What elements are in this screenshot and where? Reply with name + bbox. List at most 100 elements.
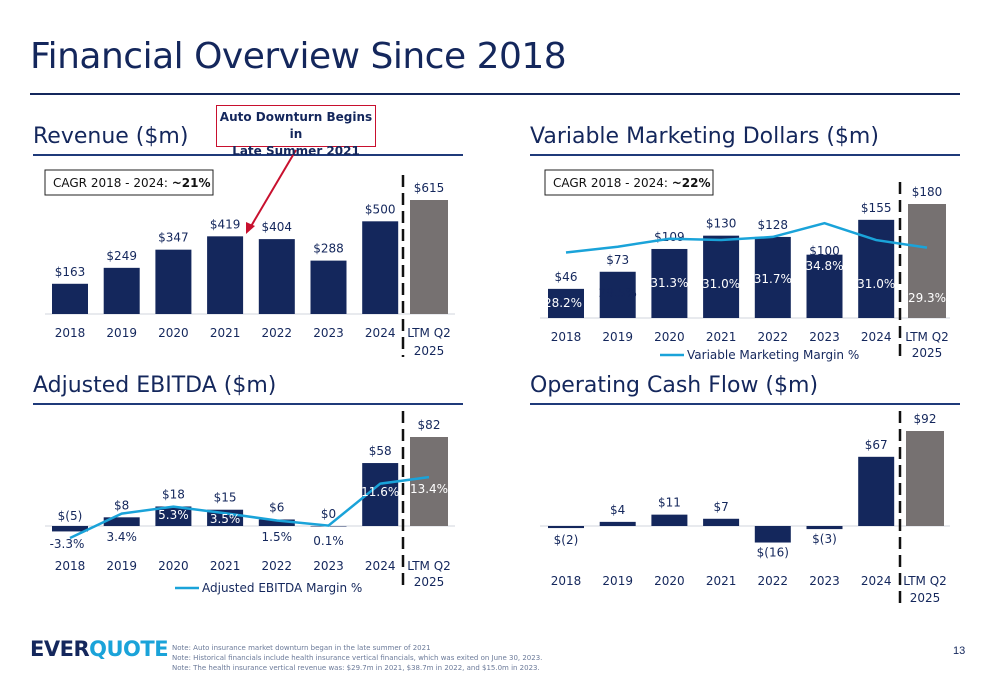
- cagr-box: [44, 169, 214, 196]
- data-label: $58: [369, 444, 392, 458]
- x-tick-label: 2023: [313, 326, 344, 340]
- x-tick-label: 2019: [602, 330, 633, 344]
- chart-title: Operating Cash Flow ($m): [530, 373, 818, 398]
- footnote: Note: Auto insurance market downturn beg…: [172, 644, 431, 652]
- margin-label: 5.3%: [158, 508, 189, 522]
- chart-panel-3: Adjusted EBITDA ($m) $(5) 2018 $8 2019 $18 202…: [33, 373, 463, 595]
- x-tick-label: 2019: [106, 559, 137, 573]
- everquote-logo: EVERQUOTE: [30, 637, 169, 661]
- chart-panel-1: Revenue ($m) $163 2018 $249 2019 $347 2020 $419…: [33, 124, 463, 358]
- x-tick-label: 2024: [861, 574, 892, 588]
- x-tick-label: 2018: [551, 574, 582, 588]
- bar: [754, 236, 791, 318]
- data-label: $419: [210, 217, 241, 231]
- x-tick-label: 2018: [551, 330, 582, 344]
- x-tick-label: 2018: [55, 326, 86, 340]
- x-tick-label: 2025: [414, 344, 445, 358]
- chart-title-rule: [33, 154, 463, 156]
- chart-panel-2: Variable Marketing Dollars ($m) $46 2018 $7…: [530, 124, 960, 362]
- data-label: $100: [809, 244, 840, 258]
- data-label: $615: [414, 181, 445, 195]
- data-label: $163: [55, 265, 86, 279]
- margin-label: 31.7%: [754, 272, 792, 286]
- margin-label: 3.5%: [210, 512, 241, 526]
- bar: [155, 249, 192, 314]
- chart-title: Variable Marketing Dollars ($m): [530, 124, 879, 149]
- bar: [806, 526, 843, 530]
- x-tick-label: 2023: [809, 574, 840, 588]
- data-label: $130: [706, 217, 737, 231]
- callout-line-1: Auto Downturn Begins in: [219, 110, 373, 141]
- footnote: Note: The health insurance vertical reve…: [172, 664, 540, 672]
- legend-label: Adjusted EBITDA Margin %: [202, 581, 362, 595]
- bar: [703, 518, 740, 526]
- callout-arrowhead: [246, 222, 255, 234]
- bar: [858, 456, 895, 526]
- x-tick-label: 2020: [654, 330, 685, 344]
- callout-line-2: Late Summer 2021: [232, 144, 360, 158]
- margin-label: 31.0%: [857, 277, 895, 291]
- x-tick-label: LTM Q2: [407, 326, 451, 340]
- page-number: 13: [953, 645, 966, 657]
- bar: [651, 514, 688, 526]
- x-tick-label: 2025: [912, 346, 943, 360]
- data-label: $73: [606, 253, 629, 267]
- x-tick-label: 2022: [758, 574, 789, 588]
- bar: [548, 288, 584, 318]
- data-label: $347: [158, 231, 189, 245]
- margin-label: 29.5%: [599, 286, 637, 300]
- data-label: $128: [758, 218, 789, 232]
- x-tick-label: 2019: [106, 326, 137, 340]
- data-label: $92: [914, 412, 937, 426]
- chart-title: Adjusted EBITDA ($m): [33, 373, 276, 398]
- bar: [703, 235, 740, 318]
- margin-line: [565, 221, 928, 254]
- bar: [52, 526, 88, 532]
- data-label: $11: [658, 496, 681, 510]
- data-label: $404: [262, 220, 293, 234]
- x-tick-label: LTM Q2: [903, 574, 947, 588]
- bar: [806, 254, 843, 318]
- bar: [906, 431, 944, 526]
- margin-label: 29.3%: [908, 291, 946, 305]
- margin-label: 3.4%: [106, 530, 137, 544]
- margin-label: 1.5%: [262, 530, 293, 544]
- footnotes: Note: Auto insurance market downturn beg…: [172, 643, 542, 673]
- x-tick-label: 2020: [654, 574, 685, 588]
- cagr-label: CAGR 2018 - 2024: ~21%: [53, 176, 211, 190]
- x-tick-label: 2021: [210, 559, 241, 573]
- data-label: $500: [365, 202, 396, 216]
- data-label: $249: [106, 249, 137, 263]
- margin-label: 31.0%: [702, 277, 740, 291]
- x-tick-label: LTM Q2: [905, 330, 949, 344]
- x-tick-label: LTM Q2: [407, 559, 451, 573]
- x-tick-label: 2022: [262, 559, 293, 573]
- x-tick-label: 2025: [414, 575, 445, 589]
- cagr-label: CAGR 2018 - 2024: ~22%: [553, 176, 711, 190]
- margin-label: 34.8%: [805, 259, 843, 273]
- data-label: $(16): [757, 546, 789, 560]
- data-label: $155: [861, 201, 892, 215]
- bar: [548, 526, 584, 529]
- bar: [103, 517, 140, 526]
- data-label: $6: [269, 500, 284, 514]
- bar: [362, 221, 399, 314]
- data-label: $288: [313, 242, 344, 256]
- margin-label: 31.3%: [650, 276, 688, 290]
- x-tick-label: 2021: [706, 330, 737, 344]
- cagr-box: [544, 169, 714, 196]
- data-label: $180: [912, 185, 943, 199]
- x-tick-label: 2023: [809, 330, 840, 344]
- x-tick-label: 2022: [262, 326, 293, 340]
- x-tick-label: 2025: [910, 591, 941, 605]
- bar: [599, 521, 636, 526]
- bar: [754, 526, 791, 543]
- x-tick-label: 2020: [158, 559, 189, 573]
- x-tick-label: 2022: [758, 330, 789, 344]
- bar: [155, 506, 192, 526]
- bar: [310, 260, 347, 314]
- data-label: $18: [162, 487, 185, 501]
- data-label: $7: [713, 500, 728, 514]
- bar: [410, 200, 448, 314]
- bar: [908, 204, 946, 318]
